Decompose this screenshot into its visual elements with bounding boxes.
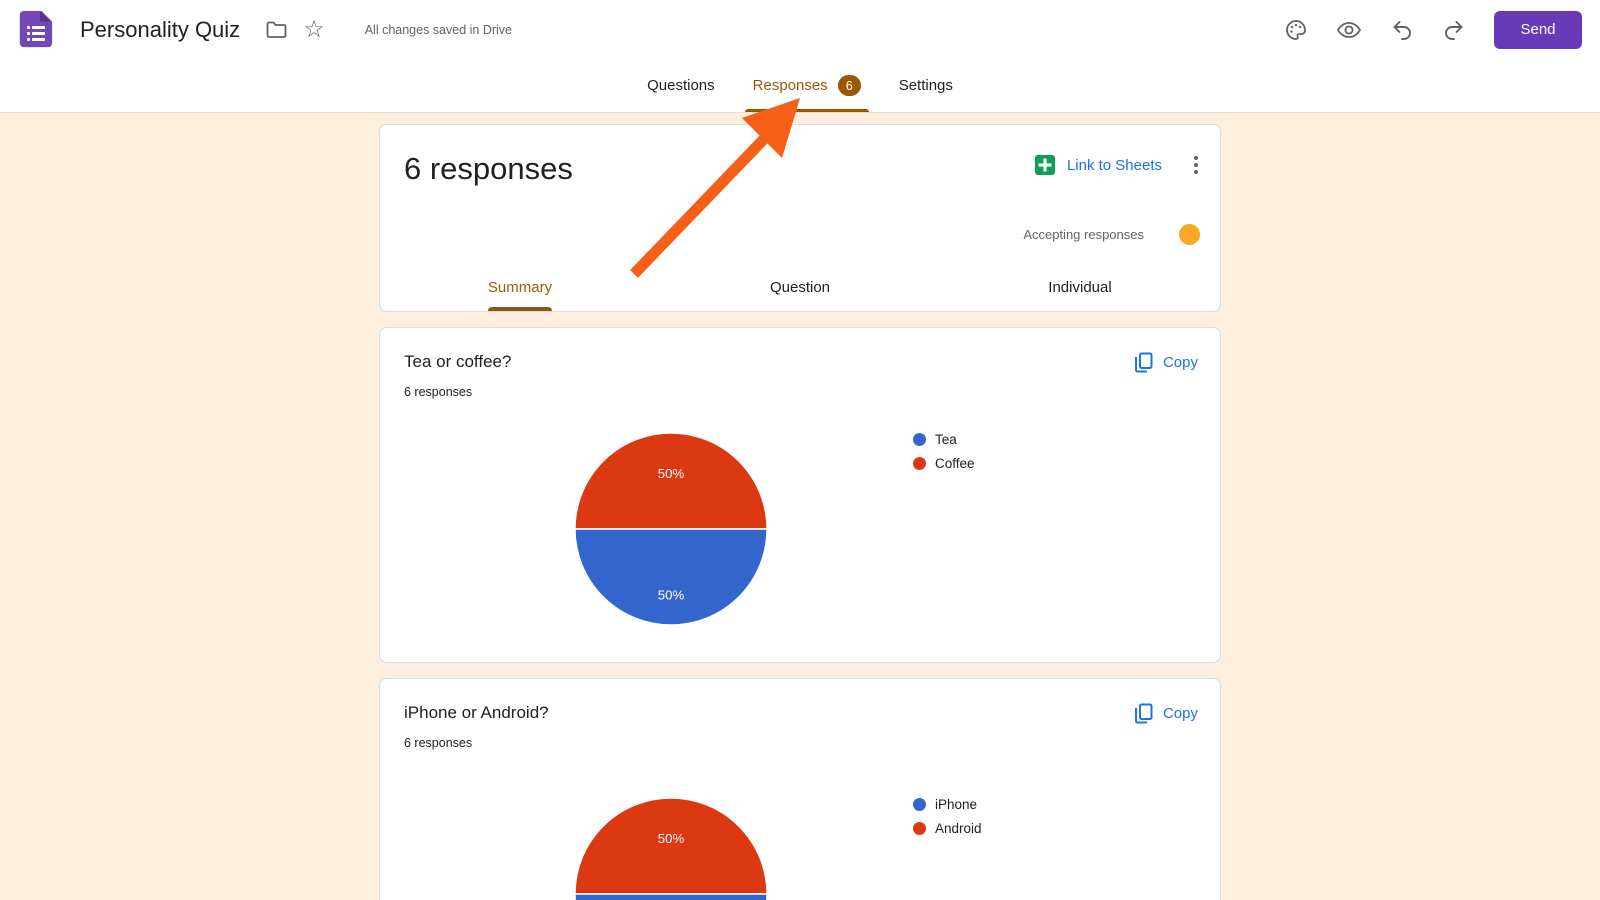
copy-icon bbox=[1134, 703, 1153, 724]
move-folder-icon[interactable] bbox=[266, 21, 287, 39]
legend-dot-tea bbox=[913, 433, 926, 446]
topbar-actions: Send bbox=[1284, 10, 1582, 49]
save-status: All changes saved in Drive bbox=[364, 22, 512, 37]
pie-chart-iphone-android: 50% bbox=[573, 796, 769, 900]
question-response-count: 6 responses bbox=[404, 385, 473, 399]
pie-chart-tea-coffee: 50% 50% bbox=[573, 431, 769, 632]
subtab-summary[interactable]: Summary bbox=[380, 263, 660, 311]
summary-subtabs: Summary Question Individual bbox=[380, 263, 1220, 311]
tab-responses[interactable]: Responses 6 bbox=[744, 59, 869, 112]
pie-slice-tea[interactable] bbox=[574, 528, 768, 626]
forms-logo-icon[interactable] bbox=[18, 10, 56, 49]
chart-legend: iPhone Android bbox=[913, 796, 982, 845]
tab-questions-label: Questions bbox=[647, 77, 715, 94]
chart-legend: Tea Coffee bbox=[913, 431, 975, 480]
tab-questions[interactable]: Questions bbox=[639, 59, 723, 112]
link-to-sheets-button[interactable]: Link to Sheets bbox=[1034, 154, 1162, 176]
copy-icon bbox=[1134, 352, 1153, 373]
tab-settings[interactable]: Settings bbox=[891, 59, 961, 112]
app-header: Personality Quiz ☆ All changes saved in … bbox=[0, 0, 1600, 113]
toggle-knob bbox=[1179, 224, 1200, 245]
legend-label-tea: Tea bbox=[935, 432, 957, 447]
subtab-individual-label: Individual bbox=[1048, 278, 1112, 296]
responses-summary-card: 6 responses Link to Sheets bbox=[379, 124, 1221, 312]
legend-dot-coffee bbox=[913, 457, 926, 470]
subtab-individual[interactable]: Individual bbox=[940, 263, 1220, 311]
topbar: Personality Quiz ☆ All changes saved in … bbox=[0, 0, 1600, 59]
subtab-question[interactable]: Question bbox=[660, 263, 940, 311]
accepting-responses-toggle[interactable] bbox=[1160, 224, 1200, 245]
pie-chart-area: 50% 50% Tea Coffee bbox=[404, 431, 1196, 632]
pie-label-android-pct: 50% bbox=[658, 831, 685, 846]
pie-label-coffee-pct: 50% bbox=[658, 466, 685, 481]
subtab-active-underline bbox=[488, 307, 552, 311]
legend-dot-iphone bbox=[913, 798, 926, 811]
legend-item-tea: Tea bbox=[913, 432, 975, 447]
question-card-tea-or-coffee: Tea or coffee? 6 responses Copy 50% 50% bbox=[379, 327, 1221, 663]
legend-item-iphone: iPhone bbox=[913, 797, 982, 812]
tab-responses-label: Responses bbox=[752, 77, 828, 94]
copy-label: Copy bbox=[1162, 354, 1198, 371]
active-tab-underline bbox=[744, 109, 869, 112]
star-icon[interactable]: ☆ bbox=[303, 15, 325, 43]
theme-palette-icon[interactable] bbox=[1284, 18, 1308, 42]
legend-item-coffee: Coffee bbox=[913, 456, 975, 471]
undo-icon[interactable] bbox=[1390, 19, 1414, 41]
pie-slice-coffee[interactable] bbox=[574, 432, 768, 530]
preview-eye-icon[interactable] bbox=[1336, 20, 1362, 40]
form-title[interactable]: Personality Quiz bbox=[80, 16, 241, 42]
legend-item-android: Android bbox=[913, 821, 982, 836]
pie-slice-iphone[interactable] bbox=[574, 893, 768, 900]
legend-label-coffee: Coffee bbox=[935, 456, 975, 471]
main-tabs: Questions Responses 6 Settings bbox=[0, 59, 1600, 112]
copy-label: Copy bbox=[1162, 705, 1198, 722]
legend-dot-android bbox=[913, 822, 926, 835]
tab-settings-label: Settings bbox=[898, 77, 953, 94]
legend-label-iphone: iPhone bbox=[935, 797, 978, 812]
pie-chart-area: 50% iPhone Android bbox=[404, 796, 1196, 900]
question-card-iphone-or-android: iPhone or Android? 6 responses Copy 50% bbox=[379, 678, 1221, 900]
pie-slice-android[interactable] bbox=[574, 797, 768, 895]
legend-label-android: Android bbox=[935, 821, 982, 836]
sheets-icon bbox=[1034, 155, 1055, 175]
pie-label-tea-pct: 50% bbox=[658, 588, 685, 603]
subtab-question-label: Question bbox=[769, 278, 831, 296]
question-response-count: 6 responses bbox=[404, 736, 473, 750]
more-options-icon[interactable] bbox=[1194, 156, 1198, 174]
link-to-sheets-label: Link to Sheets bbox=[1066, 156, 1162, 174]
copy-chart-button[interactable]: Copy bbox=[1134, 703, 1198, 724]
accepting-responses-label: Accepting responses bbox=[1023, 227, 1144, 242]
copy-chart-button[interactable]: Copy bbox=[1134, 352, 1198, 373]
responses-heading: 6 responses bbox=[404, 151, 573, 186]
responses-page: 6 responses Link to Sheets bbox=[0, 113, 1600, 900]
responses-count-badge: 6 bbox=[837, 75, 861, 96]
send-button[interactable]: Send bbox=[1494, 10, 1582, 49]
subtab-summary-label: Summary bbox=[487, 278, 553, 296]
redo-icon[interactable] bbox=[1442, 19, 1466, 41]
question-title: Tea or coffee? bbox=[404, 352, 512, 371]
question-title: iPhone or Android? bbox=[404, 703, 549, 722]
